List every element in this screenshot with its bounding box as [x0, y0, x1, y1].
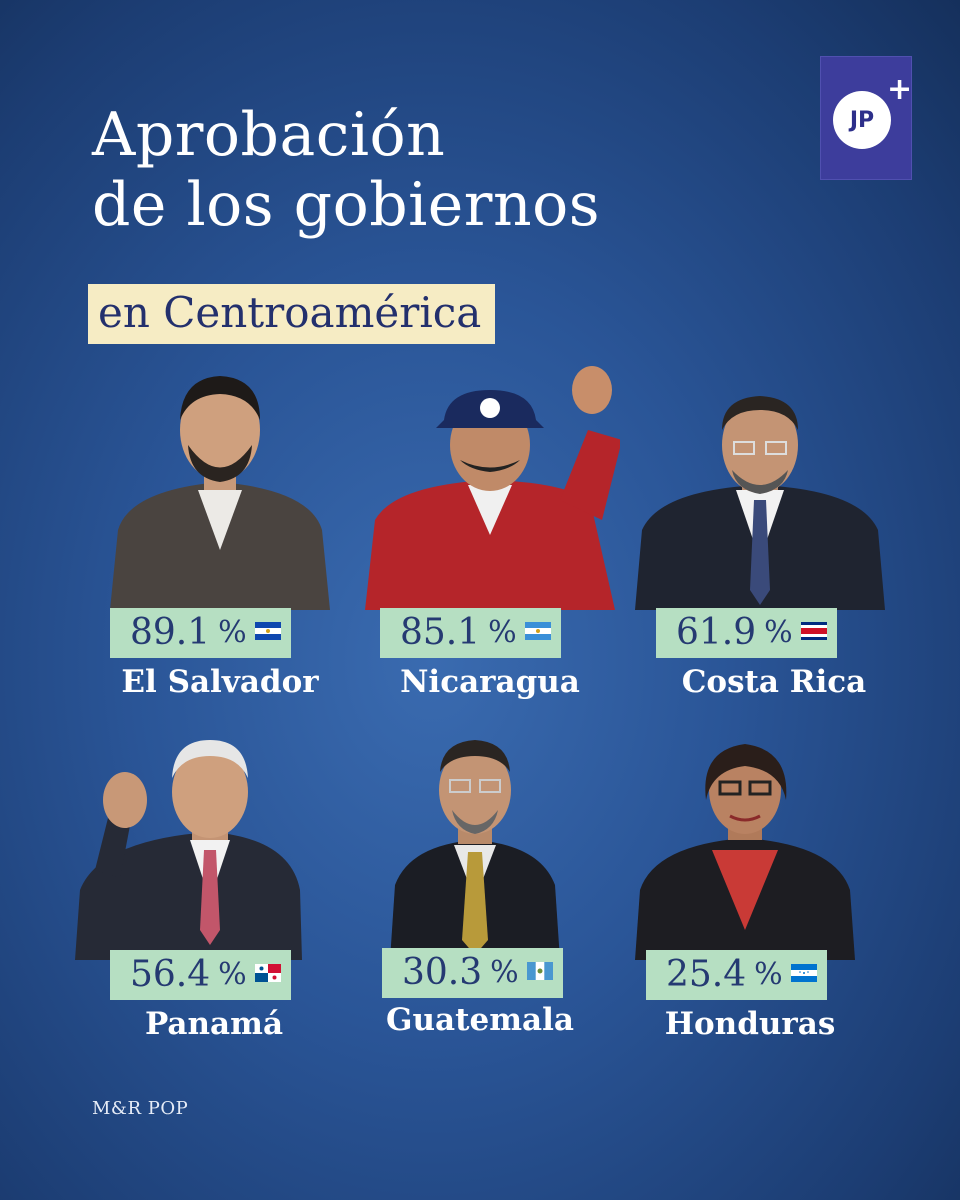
percent-unit: % — [488, 615, 517, 650]
approval-card-el-salvador: 89.1 % El Salvador — [90, 350, 350, 700]
logo-circle: JP — [833, 91, 891, 149]
country-name: Nicaragua — [400, 664, 580, 700]
el-salvador-flag-icon — [254, 622, 281, 640]
country-name: Panamá — [144, 1006, 284, 1042]
panama-flag-icon — [254, 964, 281, 982]
approval-value: 61.9 — [676, 612, 757, 653]
approval-value: 89.1 — [130, 612, 211, 653]
portrait-photo — [360, 350, 620, 610]
approval-card-honduras: 25.4 % Honduras — [630, 700, 890, 1042]
approval-value: 25.4 — [666, 954, 747, 995]
approval-card-panama: 56.4 % Panamá — [70, 700, 330, 1042]
approval-card-nicaragua: 85.1 % Nicaragua — [360, 350, 620, 700]
honduras-flag-icon — [790, 964, 817, 982]
percent-unit: % — [218, 957, 247, 992]
country-name: Honduras — [664, 1006, 836, 1042]
costa-rica-flag-icon — [800, 622, 827, 640]
approval-value-badge: 61.9 % — [656, 608, 837, 658]
country-name: El Salvador — [121, 664, 319, 700]
approval-value: 30.3 — [402, 952, 483, 993]
approval-value: 56.4 — [130, 954, 211, 995]
nicaragua-flag-icon — [524, 622, 551, 640]
portrait-photo — [630, 700, 890, 960]
percent-unit: % — [754, 957, 783, 992]
title-line-2: de los gobiernos — [92, 170, 601, 240]
approval-value-badge: 56.4 % — [110, 950, 291, 1000]
percent-unit: % — [764, 615, 793, 650]
percent-unit: % — [490, 955, 519, 990]
approval-card-costa-rica: 61.9 % Costa Rica — [630, 350, 890, 700]
percent-unit: % — [218, 615, 247, 650]
main-title: Aprobación de los gobiernos — [92, 100, 600, 240]
portrait-photo — [90, 350, 350, 610]
portrait-photo — [630, 350, 890, 610]
subtitle: en Centroamérica — [88, 284, 496, 344]
country-name: Costa Rica — [681, 664, 867, 700]
source-credit: M&R POP — [92, 1098, 189, 1119]
approval-value-badge: 25.4 % — [646, 950, 827, 1000]
country-name: Guatemala — [386, 1002, 574, 1038]
guatemala-flag-icon — [526, 962, 553, 980]
title-line-1: Aprobación — [92, 100, 446, 170]
approval-value-badge: 89.1 % — [110, 608, 291, 658]
portrait-photo — [70, 700, 330, 960]
jp-plus-logo: JP + — [820, 56, 912, 180]
portrait-photo — [350, 700, 610, 960]
approval-value-badge: 30.3 % — [382, 948, 563, 998]
approval-value: 85.1 — [400, 612, 481, 653]
approval-value-badge: 85.1 % — [380, 608, 561, 658]
approval-card-guatemala: 30.3 % Guatemala — [350, 700, 610, 1038]
logo-plus-icon: + — [887, 72, 913, 107]
